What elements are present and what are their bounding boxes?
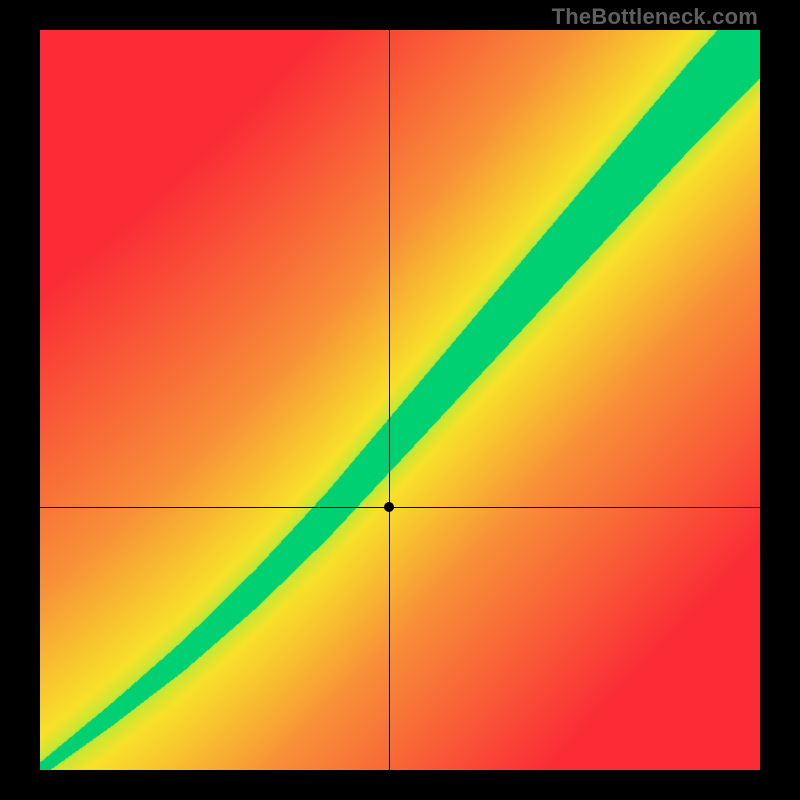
crosshair-vertical [389, 30, 390, 770]
watermark-text: TheBottleneck.com [552, 4, 758, 30]
bottleneck-heatmap [40, 30, 760, 770]
crosshair-horizontal [40, 507, 760, 508]
